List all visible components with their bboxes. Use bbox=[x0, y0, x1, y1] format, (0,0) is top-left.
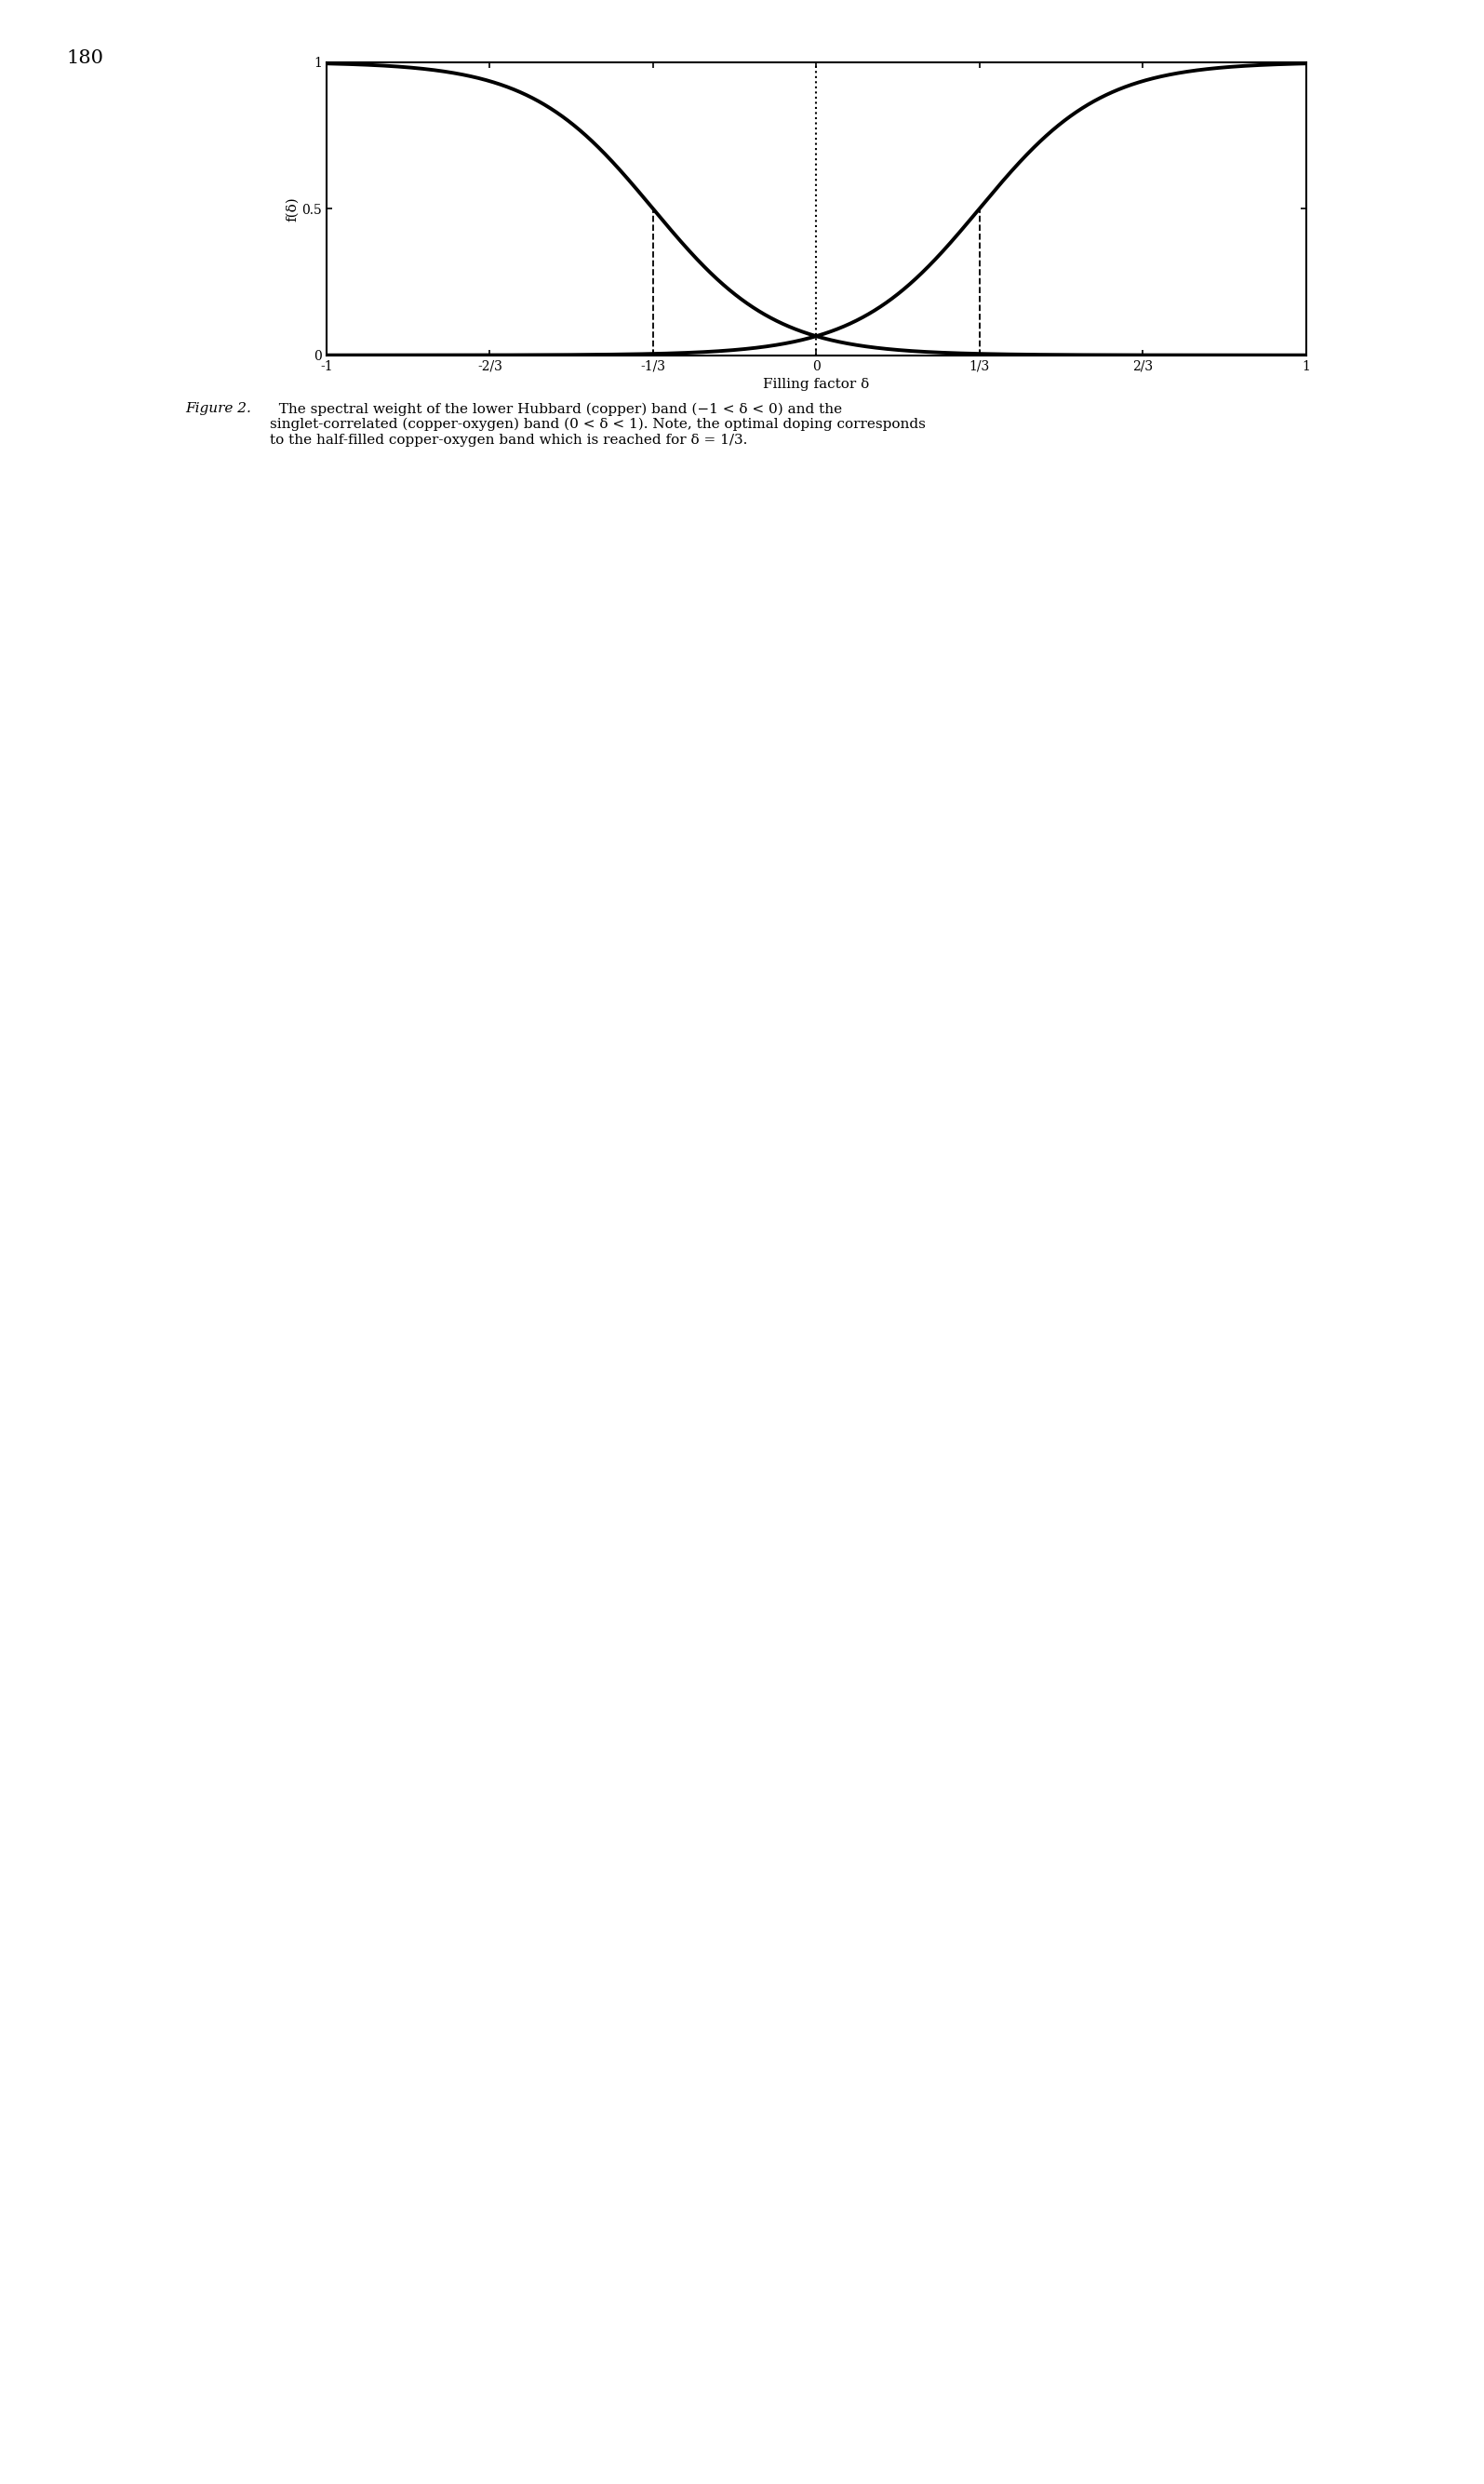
Text: Figure 2.: Figure 2. bbox=[186, 402, 251, 415]
X-axis label: Filling factor δ: Filling factor δ bbox=[763, 378, 870, 390]
Text: The spectral weight of the lower Hubbard (copper) band (−1 < δ < 0) and the
sing: The spectral weight of the lower Hubbard… bbox=[270, 402, 926, 447]
Text: 180: 180 bbox=[67, 50, 104, 67]
Y-axis label: f(δ): f(δ) bbox=[286, 196, 300, 221]
